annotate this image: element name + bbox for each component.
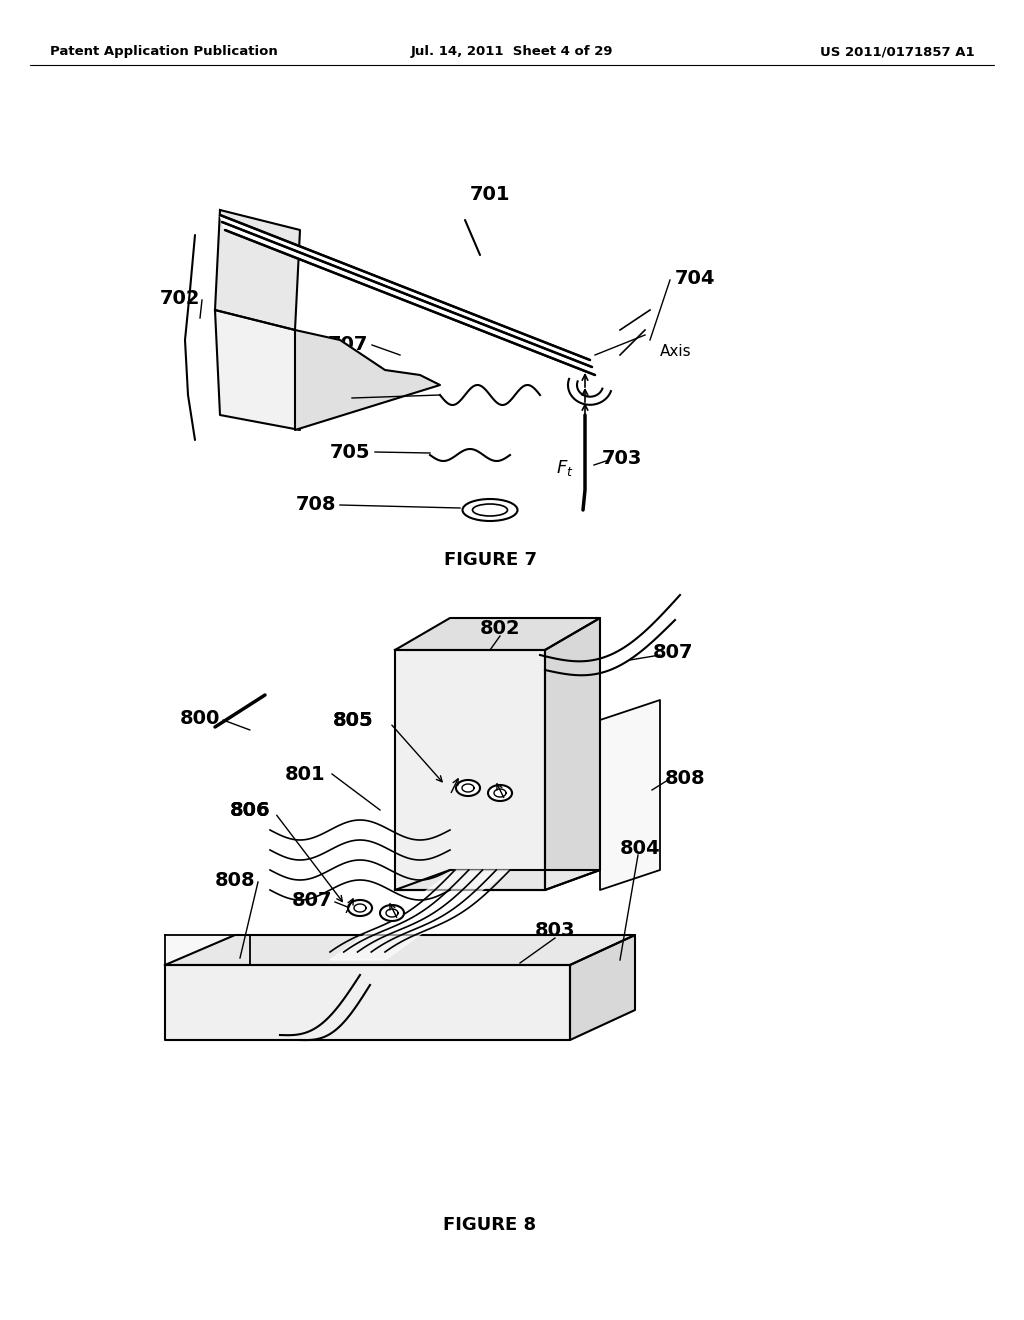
Text: $F_t$: $F_t$: [556, 458, 573, 478]
Text: 801: 801: [285, 764, 326, 784]
Text: US 2011/0171857 A1: US 2011/0171857 A1: [820, 45, 975, 58]
Text: 805: 805: [333, 710, 374, 730]
Polygon shape: [295, 330, 440, 430]
Polygon shape: [215, 210, 300, 330]
Polygon shape: [395, 618, 600, 649]
Polygon shape: [380, 906, 404, 921]
Text: 806: 806: [229, 800, 270, 820]
Text: 803: 803: [535, 920, 575, 940]
Text: 808: 808: [215, 870, 255, 890]
Text: 706: 706: [307, 388, 347, 408]
Polygon shape: [165, 935, 250, 965]
Polygon shape: [395, 870, 600, 890]
Text: 702: 702: [160, 289, 201, 308]
Text: Axis: Axis: [660, 345, 691, 359]
Polygon shape: [600, 700, 660, 890]
Polygon shape: [545, 618, 600, 890]
Text: Jul. 14, 2011  Sheet 4 of 29: Jul. 14, 2011 Sheet 4 of 29: [411, 45, 613, 58]
Text: FIGURE 8: FIGURE 8: [443, 1216, 537, 1234]
Polygon shape: [488, 785, 512, 801]
Ellipse shape: [472, 504, 508, 516]
Polygon shape: [348, 900, 372, 916]
Text: 708: 708: [296, 495, 336, 515]
Text: 705: 705: [330, 442, 371, 462]
Text: 807: 807: [652, 644, 693, 663]
Text: 703: 703: [602, 449, 642, 467]
Text: 808: 808: [665, 768, 706, 788]
Ellipse shape: [463, 499, 517, 521]
Polygon shape: [395, 649, 545, 890]
Polygon shape: [330, 870, 510, 960]
Polygon shape: [220, 215, 595, 375]
Text: 804: 804: [620, 838, 660, 858]
Polygon shape: [570, 935, 635, 1040]
Text: 802: 802: [479, 619, 520, 638]
Text: 807: 807: [292, 891, 332, 909]
Text: 704: 704: [675, 268, 715, 288]
Polygon shape: [165, 935, 635, 965]
Polygon shape: [456, 780, 480, 796]
Text: 806: 806: [229, 800, 270, 820]
Polygon shape: [215, 310, 300, 430]
Text: FIGURE 7: FIGURE 7: [443, 550, 537, 569]
Polygon shape: [165, 965, 570, 1040]
Text: 805: 805: [333, 710, 374, 730]
Text: 800: 800: [180, 709, 220, 727]
Text: Patent Application Publication: Patent Application Publication: [50, 45, 278, 58]
Text: 701: 701: [470, 186, 510, 205]
Text: 707: 707: [328, 334, 369, 354]
